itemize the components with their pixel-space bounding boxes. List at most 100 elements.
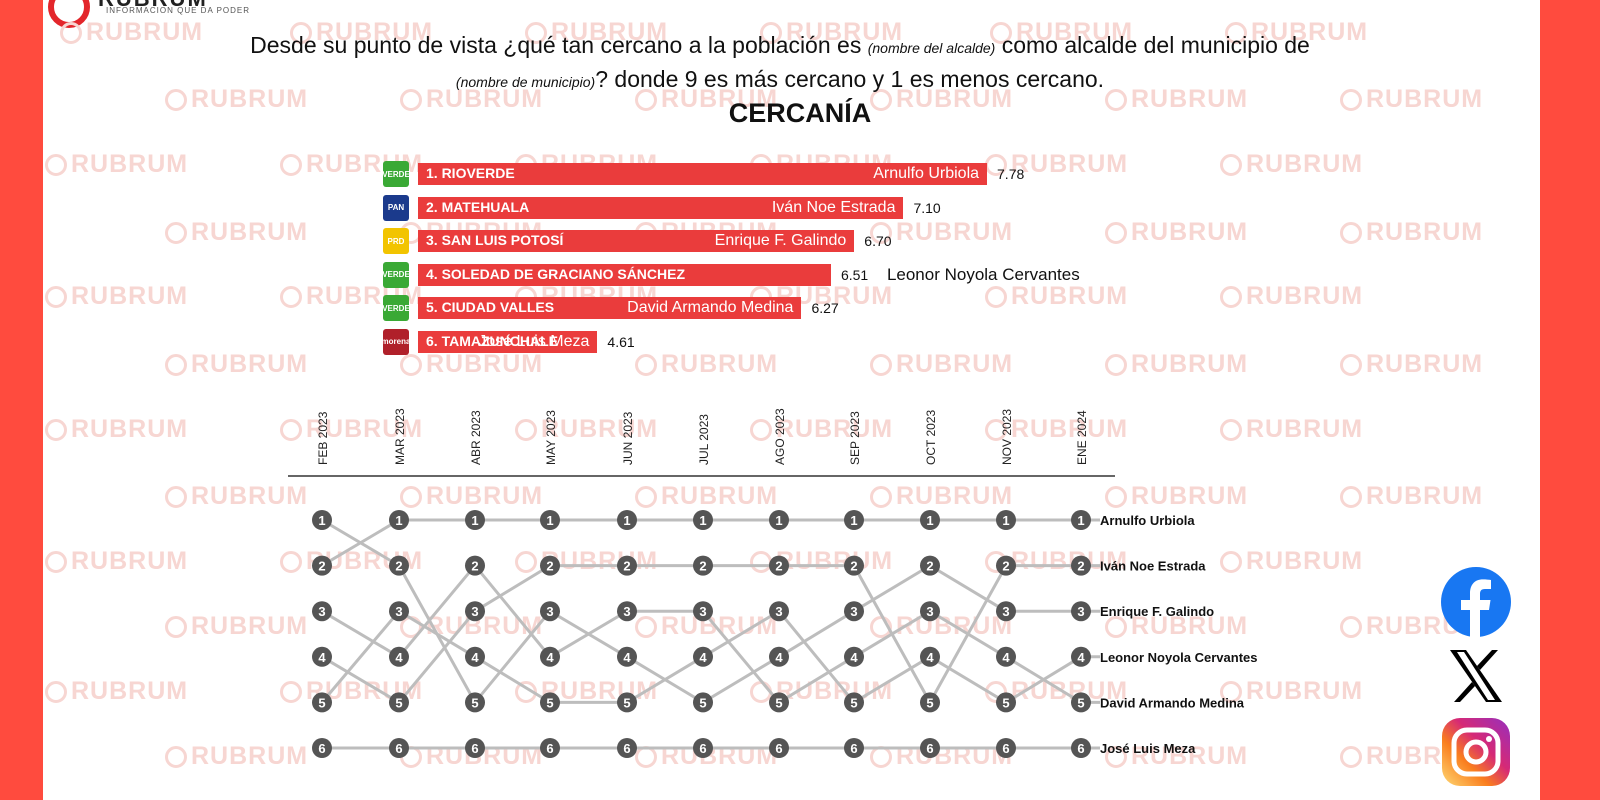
watermark-text: RUBRUM xyxy=(635,350,778,379)
question-text: Desde su punto de vista ¿qué tan cercano… xyxy=(230,30,1330,98)
watermark-text: RUBRUM xyxy=(290,18,433,47)
instagram-icon[interactable] xyxy=(1440,716,1512,788)
bar-mayor-label: Enrique F. Galindo xyxy=(714,232,847,249)
bar-value-label: 4.61 xyxy=(607,333,635,350)
watermark-text: RUBRUM xyxy=(515,677,658,706)
watermark-text: RUBRUM xyxy=(985,150,1128,179)
party-logo-icon: VERDE xyxy=(382,261,410,288)
bar xyxy=(418,163,988,185)
watermark-text: RUBRUM xyxy=(1105,218,1248,247)
bar-mayor-label: David Armando Medina xyxy=(627,299,794,316)
watermark-text: RUBRUM xyxy=(165,742,308,771)
watermark-text: RUBRUM xyxy=(400,482,543,511)
watermark-text: RUBRUM xyxy=(635,742,778,771)
bar-mayor-label: José Luis Meza xyxy=(478,332,590,350)
watermark-text: RUBRUM xyxy=(1220,677,1363,706)
watermark-text: RUBRUM xyxy=(985,547,1128,576)
watermark-text: RUBRUM xyxy=(750,415,893,444)
watermark-text: RUBRUM xyxy=(760,18,903,47)
question-part3: ? donde 9 es más cercano y 1 es menos ce… xyxy=(595,66,1105,92)
bar-category-label: 6. TAMAZUNCHALE xyxy=(426,332,558,349)
watermark-text: RUBRUM xyxy=(750,547,893,576)
watermark-text: RUBRUM xyxy=(515,415,658,444)
watermark-text: RUBRUM xyxy=(45,547,188,576)
frame-right xyxy=(1540,0,1600,800)
watermark-text: RUBRUM xyxy=(525,18,668,47)
watermark-text: RUBRUM xyxy=(1340,85,1483,114)
party-logo-icon: morena xyxy=(382,328,410,355)
watermark-text: RUBRUM xyxy=(165,85,308,114)
party-logo-icon: VERDE xyxy=(382,161,410,187)
watermark-text: RUBRUM xyxy=(165,482,308,511)
watermark-text: RUBRUM xyxy=(1105,85,1248,114)
party-logo-icon: VERDE xyxy=(382,295,410,321)
watermark-text: RUBRUM xyxy=(870,218,1013,247)
bar-category-label: 2. MATEHUALA xyxy=(426,198,530,215)
watermark-text: RUBRUM xyxy=(165,218,308,247)
watermark-text: RUBRUM xyxy=(1220,547,1363,576)
watermark-text: RUBRUM xyxy=(280,415,423,444)
bar-value-label: 6.27 xyxy=(811,300,839,316)
watermark-text: RUBRUM xyxy=(1220,150,1363,179)
watermark-text: RUBRUM xyxy=(1225,18,1368,47)
watermark-text: RUBRUM xyxy=(635,612,778,641)
watermark-text: RUBRUM xyxy=(400,612,543,641)
bar-mayor-label: Leonor Noyola Cervantes xyxy=(886,264,1080,284)
watermark-text: RUBRUM xyxy=(1105,612,1248,641)
bar xyxy=(418,196,904,219)
watermark-text: RUBRUM xyxy=(635,482,778,511)
watermark-text: RUBRUM xyxy=(990,18,1133,47)
watermark-text: RUBRUM xyxy=(280,547,423,576)
watermark-text: RUBRUM xyxy=(1220,415,1363,444)
watermark-text: RUBRUM xyxy=(515,547,658,576)
watermark-text: RUBRUM xyxy=(45,677,188,706)
bar-value-label: 6.70 xyxy=(864,233,892,249)
bar-mayor-label: Iván Noe Estrada xyxy=(771,198,896,216)
watermark-text: RUBRUM xyxy=(870,350,1013,379)
watermark-text: RUBRUM xyxy=(870,85,1013,114)
bar xyxy=(418,263,831,286)
watermark-text: RUBRUM xyxy=(1340,218,1483,247)
watermark-text: RUBRUM xyxy=(1340,482,1483,511)
watermark-text: RUBRUM xyxy=(280,677,423,706)
watermark-text: RUBRUM xyxy=(870,612,1013,641)
brand-tagline: INFORMACION QUE DA PODER xyxy=(106,6,251,15)
question-note2: (nombre de municipio) xyxy=(455,74,596,90)
bar-category-label: 3. SAN LUIS POTOSÍ xyxy=(426,232,564,248)
watermark-text: RUBRUM xyxy=(870,482,1013,511)
watermark-text: RUBRUM xyxy=(45,282,188,311)
party-logo-icon: PAN xyxy=(383,194,409,221)
bar xyxy=(418,230,855,252)
facebook-icon[interactable] xyxy=(1440,566,1512,638)
question-part1: Desde su punto de vista ¿qué tan cercano… xyxy=(250,32,862,58)
bar-value-label: 6.51 xyxy=(840,266,869,283)
watermark-text: RUBRUM xyxy=(60,18,203,47)
watermark-text: RUBRUM xyxy=(985,282,1128,311)
x-icon[interactable] xyxy=(1446,646,1506,706)
bar-category-label: 5. CIUDAD VALLES xyxy=(426,299,555,315)
watermark-text: RUBRUM xyxy=(635,85,778,114)
watermark-text: RUBRUM xyxy=(985,415,1128,444)
question-part2: como alcalde del municipio de xyxy=(1001,32,1310,58)
bar-category-label: 1. RIOVERDE xyxy=(426,165,515,181)
watermark-text: RUBRUM xyxy=(1105,482,1248,511)
frame-left xyxy=(0,0,43,800)
bar-mayor-label: Arnulfo Urbiola xyxy=(873,165,980,182)
bar-category-label: 4. SOLEDAD DE GRACIANO SÁNCHEZ xyxy=(426,265,686,282)
bar xyxy=(418,330,598,353)
watermark-text: RUBRUM xyxy=(165,350,308,379)
watermark-text: RUBRUM xyxy=(400,742,543,771)
watermark-text: RUBRUM xyxy=(1105,350,1248,379)
watermark-text: RUBRUM xyxy=(750,677,893,706)
watermark-text: RUBRUM xyxy=(400,85,543,114)
watermark-text: RUBRUM xyxy=(1340,350,1483,379)
brand-name: RUBRUM xyxy=(98,0,208,12)
watermark-text: RUBRUM xyxy=(870,742,1013,771)
chart-title: CERCANÍA xyxy=(728,98,872,128)
question-note1: (nombre del alcalde) xyxy=(867,40,996,56)
watermark-text: RUBRUM xyxy=(985,677,1128,706)
party-logo-icon: PRD xyxy=(383,228,409,254)
watermark-text: RUBRUM xyxy=(400,350,543,379)
bar-value-label: 7.78 xyxy=(997,166,1025,182)
watermark-text: RUBRUM xyxy=(45,150,188,179)
